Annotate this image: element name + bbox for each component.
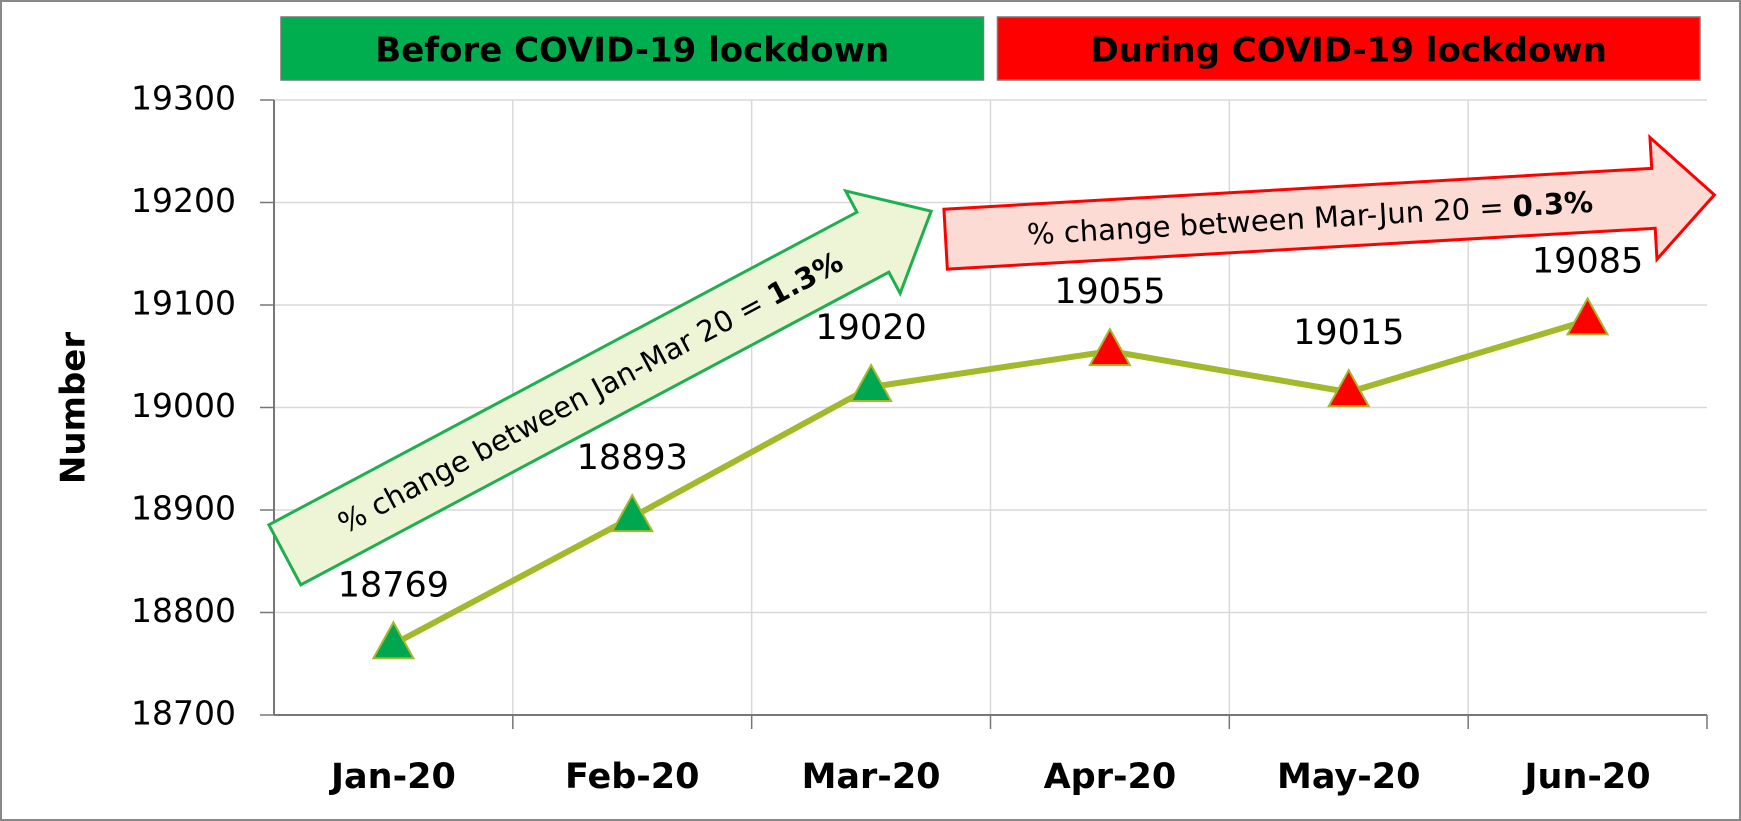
data-label: 19085 (1532, 241, 1643, 281)
period-box (996, 16, 1701, 81)
period-label: Before COVID-19 lockdown (375, 31, 889, 71)
marker (610, 493, 654, 533)
x-tick-label: May-20 (1277, 757, 1420, 797)
marker (849, 362, 893, 402)
annotation-value: 0.3% (1512, 185, 1594, 224)
y-tick-label: 19300 (131, 79, 236, 118)
data-label: 18893 (577, 438, 688, 478)
marker (1565, 296, 1610, 336)
y-tick-label: 18800 (131, 591, 236, 630)
arrow-shape (942, 133, 1717, 271)
y-tick-label: 19100 (131, 284, 236, 323)
marker (371, 620, 416, 660)
line (392, 317, 1589, 647)
y-tick-label: 18700 (131, 694, 236, 733)
x-tick-label: Jan-20 (329, 757, 456, 797)
x-tick-label: Jun-20 (1523, 757, 1651, 797)
x-tick-label: Feb-20 (565, 757, 700, 797)
x-tick-label: Mar-20 (802, 757, 941, 797)
data-label: 19015 (1293, 313, 1404, 353)
y-axis-label: Number (54, 332, 94, 484)
x-tick-label: Apr-20 (1044, 757, 1177, 797)
data-label: 19055 (1054, 272, 1165, 312)
y-tick-label: 19000 (131, 386, 236, 425)
y-tick-label: 18900 (131, 489, 236, 528)
y-tick-label: 19200 (131, 181, 236, 220)
marker (1327, 368, 1371, 408)
arrow-shape (266, 188, 934, 587)
period-label: During COVID-19 lockdown (1091, 31, 1607, 71)
data-label: 19020 (815, 308, 926, 348)
red-arrow: % change between Mar-Jun 20 = 0.3% (942, 133, 1717, 271)
marker (1088, 327, 1132, 367)
period-box (280, 16, 985, 81)
data-label: 18769 (338, 565, 449, 605)
